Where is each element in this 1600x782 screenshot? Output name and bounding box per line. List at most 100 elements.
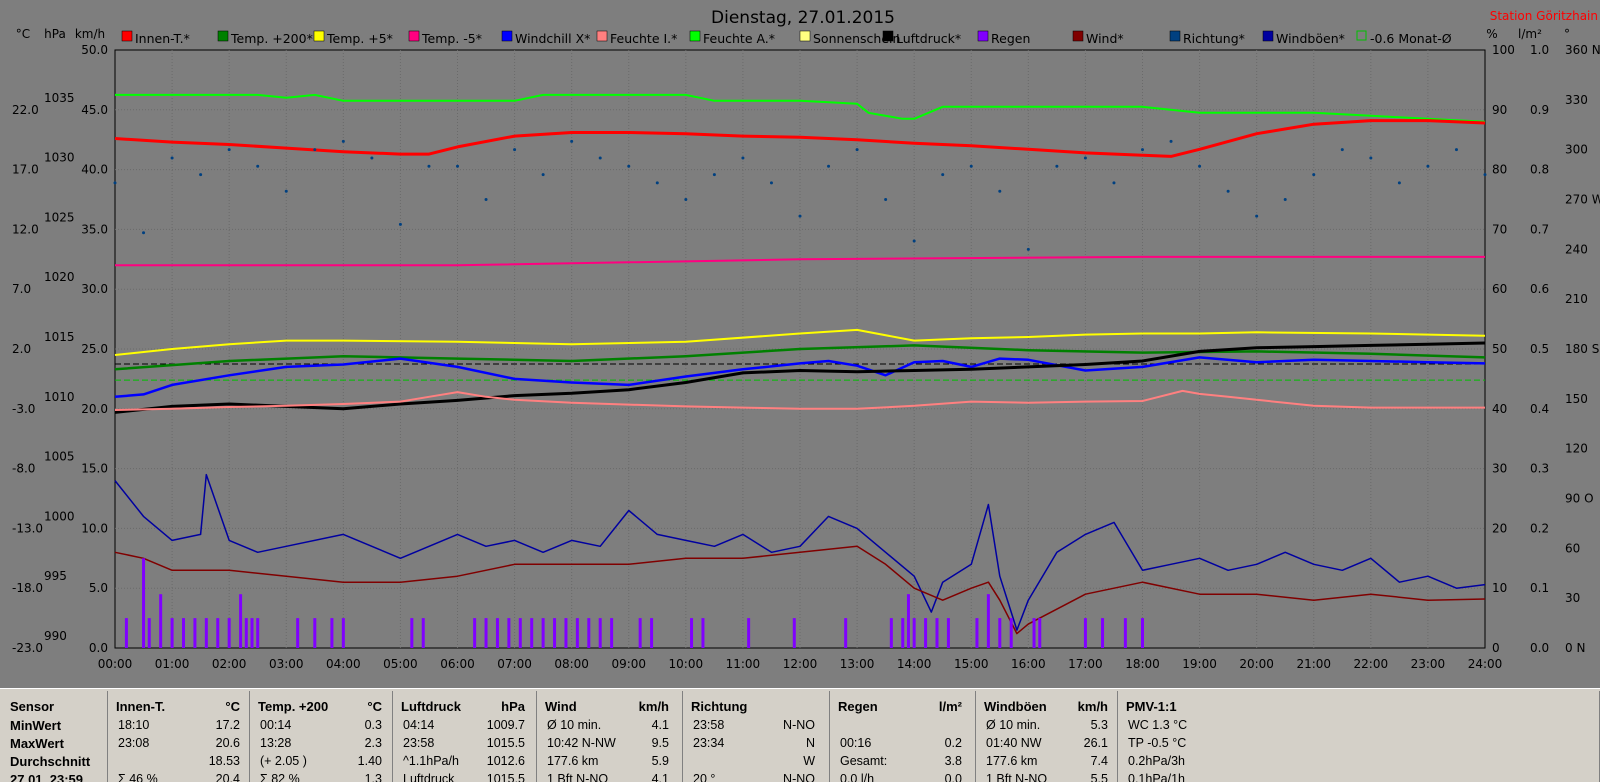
direction-point-13 bbox=[484, 198, 488, 201]
legend-swatch-5 bbox=[596, 30, 608, 42]
stats-cell-value: N-NO bbox=[783, 718, 815, 732]
stats-cell-value: 1015.5 bbox=[486, 772, 525, 782]
unit-label-temp: °C bbox=[16, 27, 30, 41]
tick-label-hpa: 1035 bbox=[44, 91, 75, 105]
stats-group: Richtung 23:58 N-NO 23:34 N W 20 ° N-NO bbox=[683, 691, 830, 782]
direction-point-21 bbox=[712, 173, 716, 177]
stats-cell-label: Luftdruck bbox=[403, 772, 455, 782]
series-line-1 bbox=[114, 119, 1486, 158]
tick-label-kmh: 15.0 bbox=[81, 462, 108, 476]
direction-point-2 bbox=[170, 156, 174, 160]
rain-bar-54 bbox=[1101, 618, 1105, 648]
tick-label-hpa: 1000 bbox=[44, 509, 75, 523]
series-line-3 bbox=[114, 328, 1486, 356]
stats-group-title: Innen-T. bbox=[116, 699, 166, 714]
tick-label-rain: 0.5 bbox=[1530, 342, 1549, 356]
stats-cell-value: 4.1 bbox=[651, 718, 669, 732]
statistics-panel: Sensor MinWert MaxWert Durchschnitt 27.01. 2… bbox=[0, 688, 1600, 782]
tick-label-direction: 360 N bbox=[1565, 43, 1600, 57]
tick-label-temp: -3.0 bbox=[12, 402, 35, 416]
direction-point-38 bbox=[1198, 164, 1202, 168]
series-line-4 bbox=[114, 344, 1486, 371]
stats-cell-value: 5.9 bbox=[651, 754, 669, 768]
stats-cell-value: 1009.7 bbox=[486, 718, 525, 732]
rain-bar-47 bbox=[975, 618, 979, 648]
stats-cell-value: 1012.6 bbox=[486, 754, 525, 768]
stats-cell-value: 18.53 bbox=[208, 754, 240, 768]
tick-label-pct: 90 bbox=[1492, 103, 1507, 117]
tick-label-time: 03:00 bbox=[269, 657, 304, 671]
rain-bar-43 bbox=[912, 618, 916, 648]
direction-point-33 bbox=[1055, 164, 1059, 168]
direction-point-6 bbox=[284, 189, 288, 193]
tick-label-rain: 0.9 bbox=[1530, 103, 1549, 117]
rain-bar-21 bbox=[484, 618, 488, 648]
tick-label-temp: 22.0 bbox=[12, 103, 39, 117]
stats-cell-label: 00:14 bbox=[260, 718, 292, 732]
tick-label-time: 07:00 bbox=[497, 657, 532, 671]
direction-point-42 bbox=[1312, 173, 1316, 177]
direction-point-23 bbox=[769, 181, 773, 185]
rain-bar-53 bbox=[1083, 618, 1087, 648]
rain-bar-28 bbox=[564, 618, 568, 648]
tick-label-temp: -18.0 bbox=[12, 581, 43, 595]
stats-cell-value: 4.1 bbox=[651, 772, 669, 782]
rain-bar-22 bbox=[495, 618, 499, 648]
direction-point-28 bbox=[912, 239, 916, 243]
stats-cell-value: 0.0 bbox=[944, 772, 962, 782]
rain-bar-27 bbox=[553, 618, 557, 648]
rain-bar-18 bbox=[410, 618, 414, 648]
stats-group: Innen-T. °C 18:10 17.2 23:08 20.6 18.53 Σ 46 % 2… bbox=[108, 691, 250, 782]
legend-swatch-10 bbox=[1072, 30, 1084, 42]
tick-label-kmh: 45.0 bbox=[81, 103, 108, 117]
series bbox=[113, 93, 1487, 648]
direction-point-27 bbox=[884, 198, 888, 201]
unit-label-pct: % bbox=[1486, 27, 1497, 41]
stats-group-unit: km/h bbox=[638, 699, 669, 714]
tick-label-direction: 150 bbox=[1565, 392, 1588, 406]
rain-bar-41 bbox=[901, 618, 905, 648]
tick-label-hpa: 1005 bbox=[44, 450, 75, 464]
rain-bar-1 bbox=[142, 558, 146, 648]
direction-point-10 bbox=[398, 222, 402, 226]
tick-label-kmh: 35.0 bbox=[81, 222, 108, 236]
stats-group: PMV-1:1 WC 1.3 °C TP -0.5 °C 0.2hPa/3h 0.1hP… bbox=[1118, 691, 1600, 782]
stats-group: Luftdruck hPa 04:14 1009.7 23:58 1015.5 ^1.1hP… bbox=[393, 691, 537, 782]
legend-swatch-13 bbox=[1356, 30, 1367, 41]
stats-cell-label: 13:28 bbox=[260, 736, 292, 750]
tick-label-pct: 30 bbox=[1492, 462, 1507, 476]
tick-label-time: 02:00 bbox=[212, 657, 247, 671]
tick-label-hpa: 1020 bbox=[44, 270, 75, 284]
stats-group-title: Luftdruck bbox=[401, 699, 461, 714]
tick-label-direction: 90 O bbox=[1565, 492, 1594, 506]
direction-point-32 bbox=[1026, 247, 1030, 251]
direction-point-15 bbox=[541, 173, 545, 177]
rain-bar-26 bbox=[541, 618, 545, 648]
stats-cell-value: 26.1 bbox=[1083, 736, 1108, 750]
rain-bar-9 bbox=[227, 618, 231, 648]
direction-point-14 bbox=[513, 148, 517, 152]
tick-label-rain: 0.2 bbox=[1530, 521, 1549, 535]
tick-label-direction: 270 W bbox=[1565, 193, 1600, 207]
tick-label-time: 04:00 bbox=[326, 657, 361, 671]
rain-bar-29 bbox=[575, 618, 579, 648]
tick-label-pct: 100 bbox=[1492, 43, 1515, 57]
rain-bar-17 bbox=[341, 618, 345, 648]
legend-label: Temp. -5* bbox=[421, 31, 482, 46]
unit-label-hpa: hPa bbox=[44, 27, 66, 41]
tick-label-time: 22:00 bbox=[1354, 657, 1389, 671]
tick-label-kmh: 25.0 bbox=[81, 342, 108, 356]
tick-label-temp: 2.0 bbox=[12, 342, 31, 356]
rain-bar-3 bbox=[159, 594, 163, 648]
tick-label-rain: 0.3 bbox=[1530, 462, 1549, 476]
rain-bar-48 bbox=[986, 594, 990, 648]
direction-point-31 bbox=[998, 189, 1002, 193]
tick-label-direction: 210 bbox=[1565, 292, 1588, 306]
stats-row-label: MinWert bbox=[10, 718, 62, 733]
tick-label-hpa: 1030 bbox=[44, 151, 75, 165]
stats-group-title: Temp. +200 bbox=[258, 699, 329, 714]
legend-label: Temp. +200* bbox=[230, 31, 313, 46]
legend-swatch-4 bbox=[501, 30, 513, 42]
tick-label-direction: 180 S bbox=[1565, 342, 1599, 356]
direction-point-29 bbox=[941, 173, 945, 177]
